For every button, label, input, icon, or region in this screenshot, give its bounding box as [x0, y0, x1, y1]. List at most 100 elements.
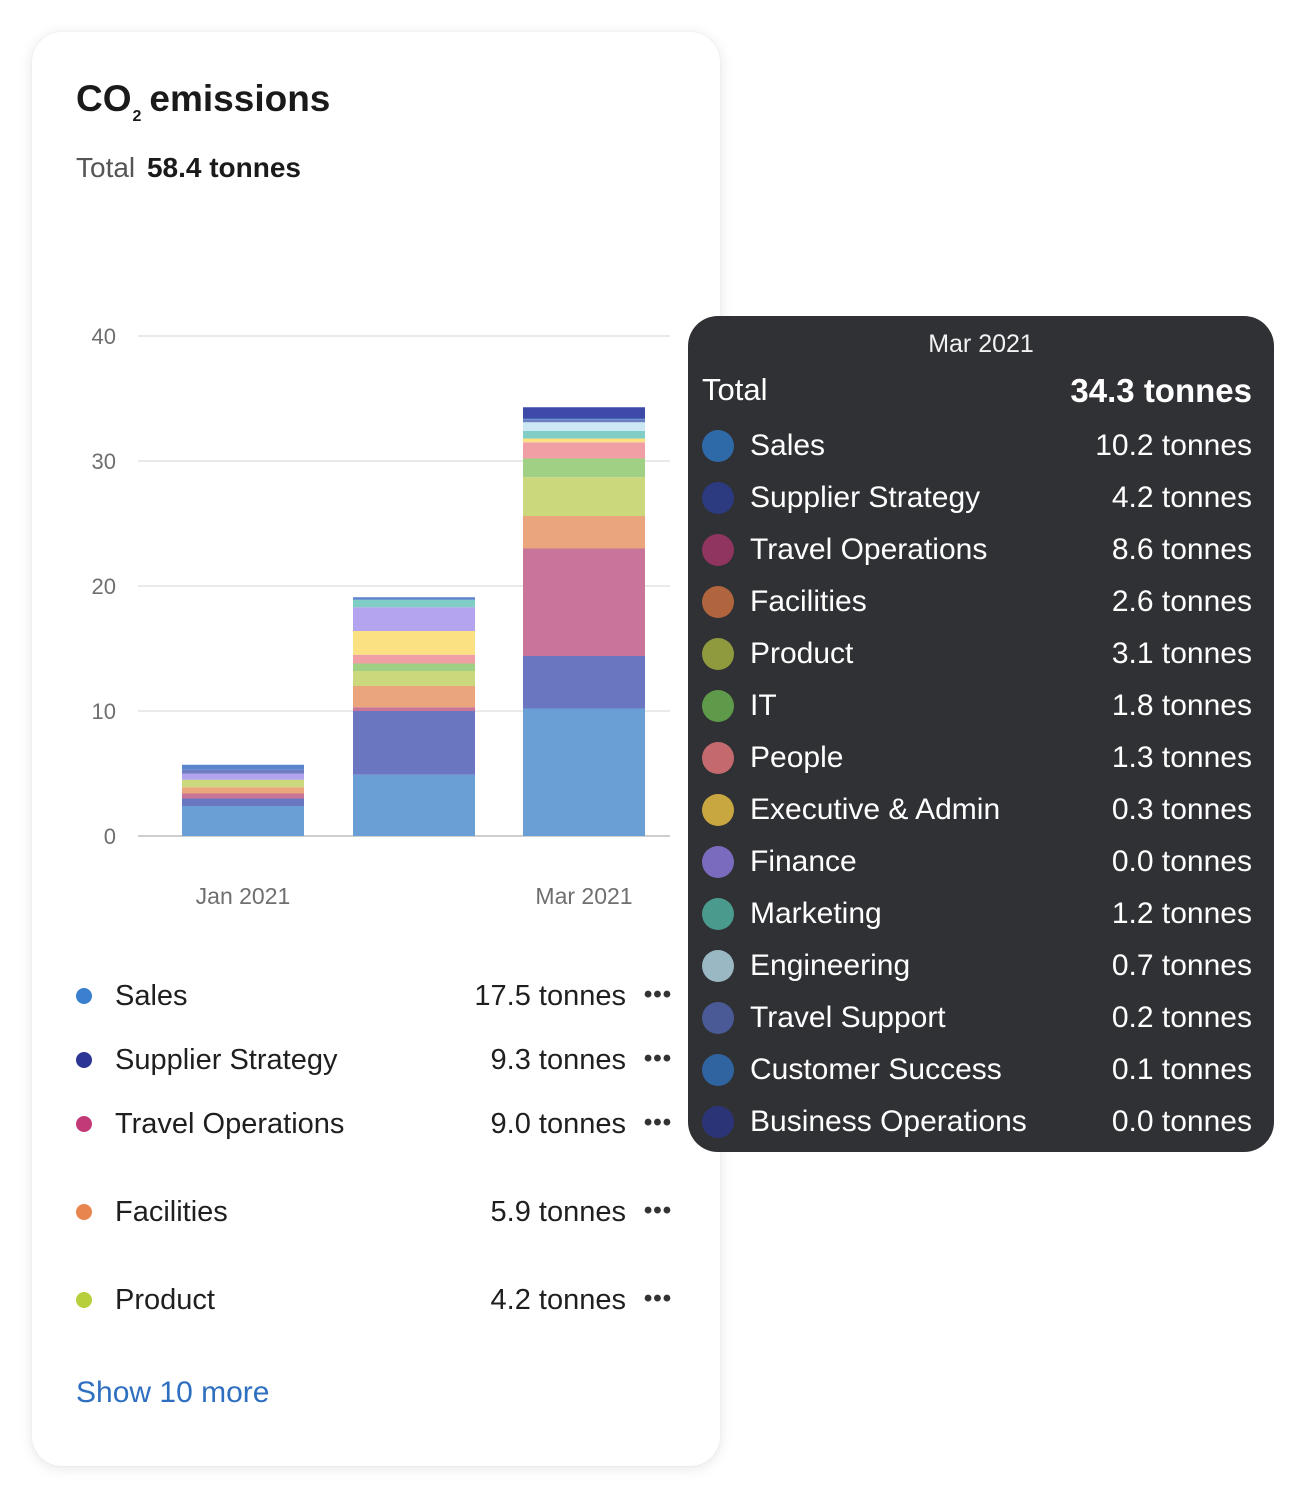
tooltip-swatch [702, 1106, 734, 1138]
more-options-icon[interactable]: ••• [643, 1109, 673, 1136]
tooltip-row: Customer Success 0.1 tonnes [702, 1050, 1252, 1090]
legend-item: Supplier Strategy 9.3 tonnes ••• [76, 1040, 676, 1080]
tooltip-swatch [702, 742, 734, 774]
legend-item: Facilities 5.9 tonnes ••• [76, 1192, 676, 1232]
legend-name: Supplier Strategy [115, 1044, 338, 1076]
tooltip-row: Travel Support 0.2 tonnes [702, 998, 1252, 1038]
legend-dot [76, 988, 92, 1004]
more-options-icon[interactable]: ••• [643, 1045, 673, 1072]
tooltip-row: Marketing 1.2 tonnes [702, 894, 1252, 934]
tooltip-row-value: 2.6 tonnes [1111, 585, 1252, 618]
tooltip-swatch [702, 586, 734, 618]
legend-value: 4.2 tonnes [490, 1284, 626, 1316]
tooltip-row: Facilities 2.6 tonnes [702, 582, 1252, 622]
tooltip-row: Travel Operations 8.6 tonnes [702, 530, 1252, 570]
bar-segment [523, 419, 645, 423]
x-tick-label: Jan 2021 [196, 883, 291, 909]
more-options-icon[interactable]: ••• [643, 1197, 673, 1224]
tooltip-swatch [702, 950, 734, 982]
tooltip-row-name: Marketing [750, 897, 882, 930]
bar-segment [353, 663, 475, 671]
legend-value: 9.0 tonnes [490, 1108, 626, 1140]
tooltip-row-name: Sales [750, 429, 826, 462]
bar-segment [353, 631, 475, 655]
tooltip-row: Finance 0.0 tonnes [702, 842, 1252, 882]
total-value: 58.4 tonnes [146, 152, 301, 183]
legend-name: Travel Operations [115, 1108, 345, 1140]
bar-segment [523, 656, 645, 709]
tooltip-swatch [702, 482, 734, 514]
tooltip-row-value: 0.3 tonnes [1111, 793, 1252, 826]
bar-segment [182, 798, 304, 806]
bar-segment [182, 773, 304, 780]
tooltip-row-name: Executive & Admin [750, 793, 1001, 826]
tooltip-row-value: 1.2 tonnes [1111, 897, 1252, 930]
tooltip-row: Sales 10.2 tonnes [702, 426, 1252, 466]
legend-item: Travel Operations 9.0 tonnes ••• [76, 1104, 676, 1144]
tooltip-row-name: Supplier Strategy [750, 481, 981, 514]
total-summary: Total 58.4 tonnes [76, 152, 301, 184]
tooltip-row: Engineering 0.7 tonnes [702, 946, 1252, 986]
tooltip-swatch [702, 1054, 734, 1086]
bar-segment [182, 779, 304, 788]
tooltip-row-value: 0.0 tonnes [1111, 1105, 1252, 1138]
bar-segment [353, 711, 475, 775]
y-tick-label: 20 [92, 574, 116, 599]
bar-segment [523, 418, 645, 420]
tooltip-swatch [702, 846, 734, 878]
tooltip-row-name: IT [750, 689, 777, 722]
legend-name: Product [115, 1284, 215, 1316]
tooltip-swatch [702, 638, 734, 670]
bar-segment [182, 793, 304, 799]
bar-segment [353, 597, 475, 600]
bar-segment [353, 654, 475, 664]
more-options-icon[interactable]: ••• [643, 981, 673, 1008]
x-tick-label: Mar 2021 [535, 883, 632, 909]
tooltip-row: IT 1.8 tonnes [702, 686, 1252, 726]
y-tick-label: 30 [92, 449, 116, 474]
bar-segment [182, 787, 304, 794]
more-options-icon[interactable]: ••• [643, 1285, 673, 1312]
bar-segment [523, 422, 645, 431]
card-title: CO2 emissions [76, 78, 331, 125]
tooltip-swatch [702, 690, 734, 722]
tooltip-row-name: Finance [750, 845, 857, 878]
y-tick-label: 0 [104, 824, 116, 849]
tooltip-row-value: 0.0 tonnes [1111, 845, 1252, 878]
tooltip-row: Supplier Strategy 4.2 tonnes [702, 478, 1252, 518]
bar-segment [353, 707, 475, 711]
tooltip-row-value: 1.8 tonnes [1111, 689, 1252, 722]
co2-emissions-card: CO2 emissions Total 58.4 tonnes 0 10 20 30 40… [32, 32, 720, 1466]
tooltip-row-value: 0.7 tonnes [1111, 949, 1252, 982]
tooltip-row: Business Operations 0.0 tonnes [702, 1102, 1252, 1142]
legend-value: 5.9 tonnes [490, 1196, 626, 1228]
tooltip-row-name: Business Operations [750, 1105, 1027, 1138]
tooltip-row-name: People [750, 741, 844, 774]
tooltip-row-value: 10.2 tonnes [1095, 429, 1252, 462]
bar-segment [353, 774, 475, 836]
bar-segment [182, 769, 304, 774]
tooltip-row: Product 3.1 tonnes [702, 634, 1252, 674]
tooltip-row-name: Customer Success [750, 1053, 1002, 1086]
bar-segment [523, 477, 645, 516]
tooltip-row-value: 8.6 tonnes [1111, 533, 1252, 566]
legend-value: 17.5 tonnes [474, 980, 626, 1012]
stacked-bar-chart: 0 10 20 30 40 Jan 2021 Mar 2021 [92, 324, 670, 909]
legend-name: Facilities [115, 1196, 228, 1228]
tooltip-swatch [702, 794, 734, 826]
tooltip-swatch [702, 1002, 734, 1034]
tooltip-row-value: 3.1 tonnes [1111, 637, 1252, 670]
tooltip-row-name: Product [750, 637, 854, 670]
bar-segment [353, 671, 475, 686]
legend-value: 9.3 tonnes [490, 1044, 626, 1076]
tooltip-row-value: 0.2 tonnes [1111, 1001, 1252, 1034]
bar-segment [353, 686, 475, 708]
tooltip-row: People 1.3 tonnes [702, 738, 1252, 778]
tooltip-row-value: 4.2 tonnes [1111, 481, 1252, 514]
bar-segment [523, 407, 645, 419]
bar-segment [353, 607, 475, 631]
show-more-link[interactable]: Show 10 more [76, 1376, 270, 1409]
legend-dot [76, 1116, 92, 1132]
tooltip-total-label: Total [702, 372, 768, 407]
bar-segment [523, 442, 645, 459]
